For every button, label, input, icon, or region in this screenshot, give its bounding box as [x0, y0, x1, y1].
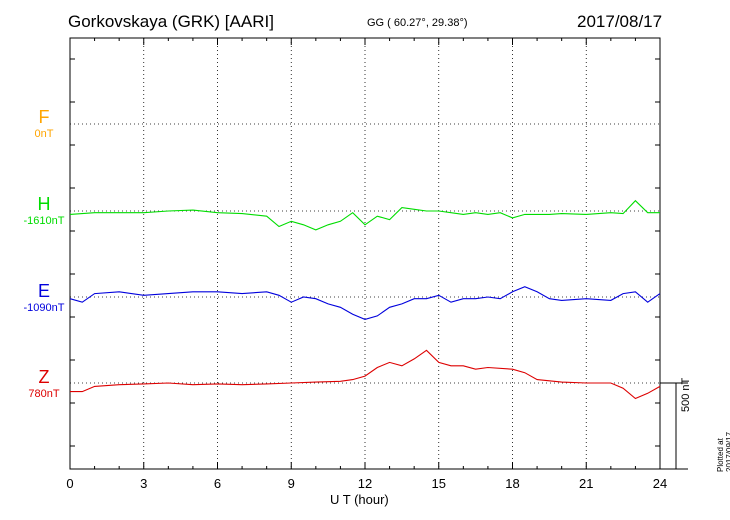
trace-label-f: F 0nT	[19, 107, 69, 141]
trace-letter-e: E	[37, 281, 50, 301]
plotted-timestamp: Plotted at 2017/09/17 01:32 UT	[716, 431, 730, 472]
date-label: 2017/08/17	[577, 12, 663, 31]
x-tick-label: 21	[579, 476, 593, 491]
station-title: Gorkovskaya (GRK) [AARI]	[68, 12, 274, 31]
scale-bar-label: 500 nT	[680, 377, 692, 412]
trace-baseline-z: 780nT	[28, 388, 60, 400]
x-tick-label: 15	[432, 476, 446, 491]
station-coordinates: GG ( 60.27°, 29.38°)	[367, 17, 468, 29]
trace-line-z	[70, 349, 661, 400]
trace-label-e: E -1090nT	[19, 281, 69, 315]
x-axis-label: U T (hour)	[330, 492, 389, 507]
x-tick-label: 24	[653, 476, 667, 491]
x-tick-label: 6	[214, 476, 221, 491]
x-tick-label: 3	[140, 476, 147, 491]
x-tick-label: 12	[358, 476, 372, 491]
trace-baseline-e: -1090nT	[23, 302, 65, 314]
trace-line-h	[69, 199, 660, 231]
x-tick-label: 9	[288, 476, 295, 491]
trace-label-h: H -1610nT	[19, 194, 69, 228]
trace-line-e	[69, 286, 661, 320]
trace-baseline-f: 0nT	[34, 128, 54, 140]
x-tick-label: 18	[505, 476, 519, 491]
trace-label-z: Z 780nT	[19, 367, 69, 401]
trace-letter-z: Z	[38, 367, 50, 387]
x-tick-label: 0	[66, 476, 73, 491]
trace-letter-f: F	[38, 107, 50, 127]
trace-baseline-h: -1610nT	[23, 215, 65, 227]
trace-letter-h: H	[37, 194, 51, 214]
